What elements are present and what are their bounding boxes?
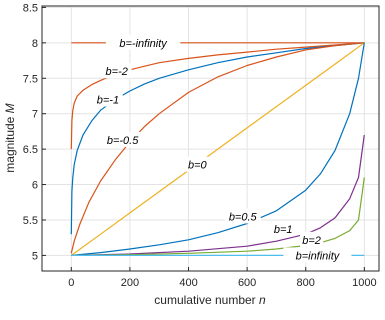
y-tick-label-7: 8.5 xyxy=(23,2,38,14)
series-line-4 xyxy=(70,42,365,256)
annotation-label-7: b=2 xyxy=(302,235,321,247)
annotation-bg-3 xyxy=(101,131,144,147)
annotations: b=-infinity b=-2 b=-1 b=-0.5 b=0 b=0.5 b=1 b=2 b… xyxy=(93,34,352,263)
x-tick-label-0: 0 xyxy=(68,277,74,289)
y-tick-label-5: 7.5 xyxy=(23,73,38,85)
annotation-label-1: b=-2 xyxy=(106,66,128,78)
x-axis-label-text: cumulative number xyxy=(154,293,255,307)
annotation-bg-2 xyxy=(93,91,123,107)
annotation-label-6: b=1 xyxy=(274,224,293,236)
annotation-bg-7 xyxy=(300,231,324,247)
y-tick-label-6: 8 xyxy=(32,38,38,50)
x-tick-label-1: 200 xyxy=(121,277,139,289)
annotation-label-3: b=-0.5 xyxy=(107,135,139,147)
y-tick-label-3: 6.5 xyxy=(23,144,38,156)
y-axis-label-text: magnitude xyxy=(3,116,17,172)
y-axis-label: magnitude M xyxy=(3,103,17,172)
series-line-5 xyxy=(71,42,365,256)
annotation-bg-0 xyxy=(105,34,181,50)
annotation-bg-4 xyxy=(185,156,209,172)
annotation-label-2: b=-1 xyxy=(97,95,119,107)
annotation-label-8: b=infinity xyxy=(296,250,341,262)
annotation-label-5: b=0.5 xyxy=(229,211,258,223)
series-line-3 xyxy=(70,42,365,254)
y-tick-label-2: 6 xyxy=(32,180,38,192)
x-tick-label-2: 400 xyxy=(179,277,197,289)
y-axis-label-variable: M xyxy=(3,103,17,113)
annotation-bg-6 xyxy=(271,221,295,237)
x-tick-label-3: 600 xyxy=(238,277,256,289)
annotation-bg-8 xyxy=(283,247,352,263)
plot-frame xyxy=(41,5,380,272)
x-tick-label-4: 800 xyxy=(297,277,315,289)
y-tick-label-1: 5.5 xyxy=(23,215,38,227)
x-axis-ticks: 0 200 400 600 800 1000 xyxy=(68,267,377,289)
x-axis-label: cumulative number n xyxy=(154,293,266,307)
annotation-label-0: b=-infinity xyxy=(119,38,168,50)
y-axis-ticks: 5 5.5 6 6.5 7 7.5 8 8.5 xyxy=(23,2,46,262)
series-line-2 xyxy=(70,42,365,235)
x-tick-label-5: 1000 xyxy=(352,277,376,289)
annotation-bg-1 xyxy=(101,63,132,79)
x-axis-label-variable: n xyxy=(259,293,266,307)
annotation-bg-5 xyxy=(224,208,261,224)
y-tick-label-0: 5 xyxy=(32,250,38,262)
annotation-label-4: b=0 xyxy=(188,160,208,172)
y-tick-label-4: 7 xyxy=(32,109,38,121)
